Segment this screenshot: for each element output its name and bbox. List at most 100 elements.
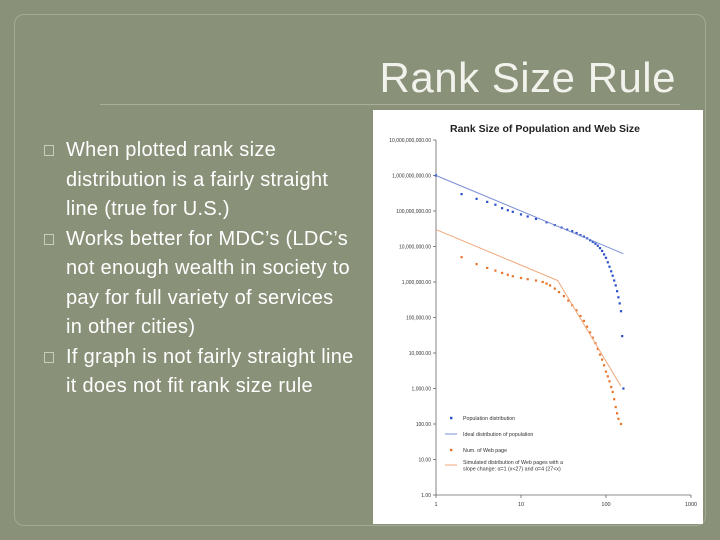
data-point — [617, 296, 620, 299]
data-point — [614, 406, 617, 409]
bullet-box-icon — [44, 145, 54, 156]
data-point — [614, 284, 617, 287]
data-point — [596, 347, 599, 351]
bullet-text: Works better for MDC’s (LDC’s not enough… — [66, 227, 350, 339]
slide-frame — [14, 14, 706, 526]
y-tick-label: 100,000.00 — [406, 316, 431, 322]
bullet-item: When plotted rank size distribution is a… — [44, 136, 354, 225]
bullet-text: When plotted rank size distribution is a… — [66, 139, 329, 220]
data-point — [619, 422, 623, 426]
data-point — [603, 364, 606, 367]
x-tick-label: 1000 — [685, 502, 697, 508]
data-point — [534, 279, 538, 282]
y-tick-label: 1,000,000,000.00 — [392, 174, 431, 180]
data-point — [526, 278, 529, 281]
data-point — [519, 276, 523, 280]
bullet-item: Works better for MDC’s (LDC’s not enough… — [44, 225, 354, 343]
y-tick-label: 1,000.00 — [412, 387, 432, 393]
data-point — [494, 269, 497, 272]
data-point — [460, 256, 463, 259]
data-point — [591, 240, 594, 243]
data-point — [557, 291, 561, 294]
data-point — [519, 213, 523, 216]
data-point — [622, 387, 625, 390]
data-point — [618, 302, 621, 305]
bullet-item: If graph is not fairly straight line it … — [44, 343, 354, 402]
data-point — [494, 203, 497, 206]
x-tick-label: 10 — [518, 502, 524, 508]
slide-title: Rank Size Rule — [379, 54, 676, 101]
legend-label: Num. of Web page — [463, 448, 507, 454]
data-point — [606, 261, 609, 264]
data-point — [589, 331, 592, 334]
bullet-box-icon — [44, 233, 54, 245]
bullet-text: If graph is not fairly straight line it … — [66, 345, 354, 398]
x-tick-label: 1 — [434, 502, 437, 508]
legend-point-swatch — [450, 448, 453, 452]
data-point — [526, 215, 529, 218]
data-point — [486, 200, 489, 203]
rank-size-chart: Rank Size of Population and Web Size 1.0… — [389, 123, 697, 508]
data-point — [621, 335, 624, 338]
data-point — [613, 398, 616, 401]
data-point — [591, 336, 594, 339]
data-point — [475, 197, 478, 200]
data-point — [608, 380, 611, 383]
legend-label: Simulated distribution of Web pages with… — [463, 460, 563, 473]
data-point — [511, 275, 514, 278]
data-point — [610, 270, 613, 273]
data-point — [545, 221, 548, 224]
title-divider — [100, 104, 680, 105]
data-point — [608, 265, 611, 268]
data-point — [616, 412, 619, 415]
data-point — [575, 309, 578, 312]
data-point — [586, 325, 589, 328]
y-tick-label: 100.00 — [416, 422, 432, 428]
data-point — [549, 284, 552, 287]
legend-label: Ideal distribution of population — [463, 432, 533, 438]
data-point — [611, 390, 614, 393]
data-point — [541, 280, 544, 284]
series-line — [435, 175, 624, 255]
data-point — [534, 217, 538, 220]
data-point — [582, 235, 585, 238]
data-point — [611, 274, 614, 277]
y-tick-label: 10,000,000.00 — [399, 245, 431, 251]
data-point — [598, 247, 602, 250]
data-point — [594, 242, 597, 245]
data-point — [596, 244, 599, 247]
data-point — [601, 358, 604, 361]
data-point — [545, 282, 548, 285]
series-line — [435, 229, 622, 387]
data-point — [606, 375, 609, 378]
legend-point-swatch — [450, 416, 453, 420]
data-point — [598, 353, 602, 356]
data-point — [506, 209, 509, 212]
y-tick-label: 10,000,000,000.00 — [389, 138, 431, 144]
data-point — [567, 299, 570, 302]
data-point — [617, 417, 620, 420]
data-point — [603, 253, 606, 256]
data-point — [571, 230, 574, 233]
y-tick-label: 10,000.00 — [409, 351, 431, 357]
data-point — [486, 266, 489, 269]
chart-title: Rank Size of Population and Web Size — [450, 123, 640, 135]
data-point — [616, 290, 619, 293]
chart-panel: Rank Size of Population and Web Size 1.0… — [373, 110, 703, 524]
data-point — [601, 249, 604, 252]
bullet-box-icon — [44, 351, 54, 363]
y-tick-label: 1,000,000.00 — [402, 280, 431, 286]
data-point — [566, 228, 569, 231]
data-point — [562, 295, 565, 298]
data-point — [501, 271, 504, 274]
data-point — [475, 263, 478, 266]
data-point — [619, 310, 623, 313]
y-tick-label: 1.00 — [421, 493, 431, 499]
data-point — [460, 193, 463, 196]
x-tick-label: 100 — [601, 502, 610, 508]
data-point — [582, 319, 585, 322]
data-point — [501, 207, 504, 210]
data-point — [579, 234, 582, 237]
legend-label: Population distribution — [463, 416, 515, 422]
data-point — [511, 210, 514, 213]
